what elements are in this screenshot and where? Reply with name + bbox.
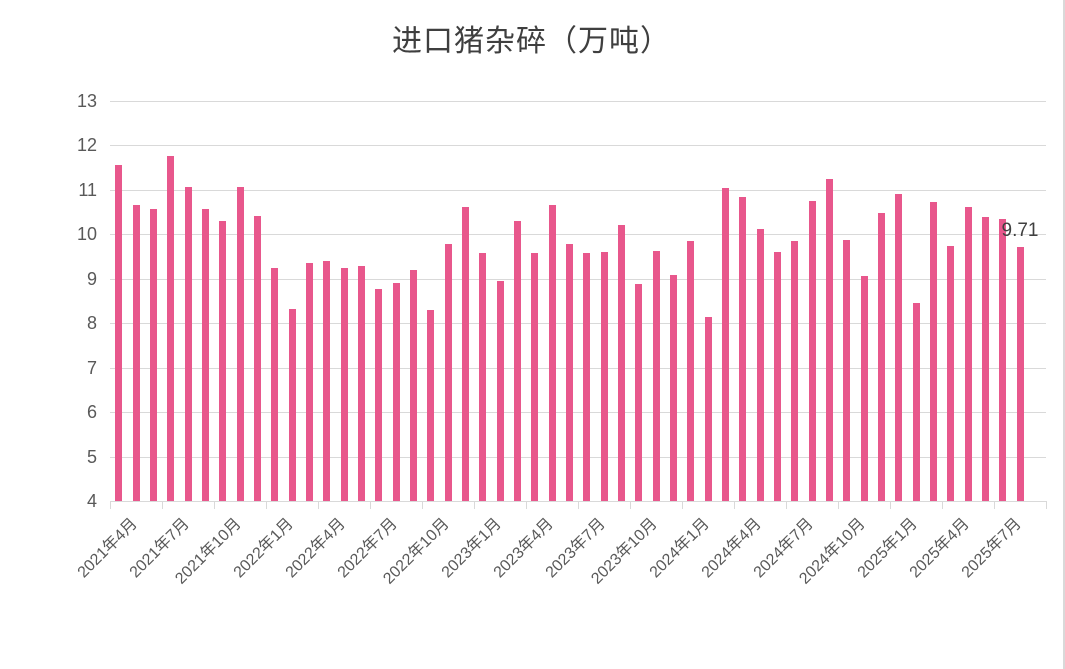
y-axis-tick-label: 5 <box>86 446 97 467</box>
bar <box>981 216 989 501</box>
bar <box>184 186 192 501</box>
bar <box>340 268 348 501</box>
x-axis-tick <box>318 501 319 509</box>
bar <box>392 283 400 501</box>
bar <box>132 205 140 501</box>
x-axis-tick <box>994 501 995 509</box>
bar <box>669 275 677 501</box>
y-axis-tick-label: 13 <box>76 91 97 111</box>
bar <box>808 201 816 501</box>
y-axis-tick-label: 9 <box>86 268 97 289</box>
bar <box>201 209 209 501</box>
gridline <box>110 101 1046 102</box>
bar <box>115 165 123 501</box>
x-axis-tick <box>630 501 631 509</box>
x-axis-tick <box>370 501 371 509</box>
bar <box>167 156 175 501</box>
bar <box>964 207 972 501</box>
x-axis-tick <box>786 501 787 509</box>
bar <box>236 187 244 501</box>
x-axis-tick <box>838 501 839 509</box>
bar <box>496 281 504 501</box>
x-axis-tick <box>1046 501 1047 509</box>
bar <box>583 253 591 501</box>
bar <box>288 308 296 501</box>
bar <box>652 251 660 501</box>
gridline <box>110 145 1046 147</box>
x-axis-tick <box>474 501 475 509</box>
bar <box>687 241 695 501</box>
gridline <box>110 278 1046 280</box>
x-axis-tick <box>890 501 891 509</box>
bar <box>617 224 625 501</box>
y-axis-tick-label: 6 <box>86 402 97 423</box>
bar <box>427 309 435 501</box>
x-axis-tick <box>266 501 267 509</box>
bar <box>825 178 833 501</box>
y-axis-tick-label: 7 <box>86 357 97 378</box>
bar <box>531 253 539 501</box>
gridline <box>110 323 1046 325</box>
x-axis-tick <box>734 501 735 509</box>
bar <box>375 288 383 501</box>
bar <box>756 229 764 501</box>
bar <box>513 220 521 501</box>
bar <box>877 213 885 501</box>
y-axis-tick-label: 4 <box>86 491 97 511</box>
x-axis-tick <box>526 501 527 509</box>
bar <box>791 241 799 501</box>
bar <box>548 205 556 501</box>
bar <box>895 194 903 501</box>
chart-title: 进口猪杂碎（万吨） <box>392 24 671 59</box>
bar <box>1016 247 1024 501</box>
gridline <box>110 412 1046 414</box>
gridline <box>110 367 1046 369</box>
y-axis-tick-label: 10 <box>76 224 97 245</box>
bar <box>271 267 279 501</box>
bar <box>843 240 851 501</box>
bar <box>479 252 487 501</box>
bar <box>912 303 920 501</box>
bar <box>323 261 331 501</box>
bar <box>635 283 643 501</box>
bar <box>739 197 747 501</box>
gridline <box>110 234 1046 236</box>
y-axis-tick-label: 8 <box>86 313 97 334</box>
bar <box>860 276 868 501</box>
bar <box>999 218 1007 501</box>
y-axis-tick-label: 11 <box>78 179 97 200</box>
bar <box>721 187 729 501</box>
bar <box>600 252 608 501</box>
bar <box>219 220 227 501</box>
x-axis-tick <box>578 501 579 509</box>
bar <box>704 317 712 501</box>
bar <box>773 252 781 501</box>
x-axis-tick <box>942 501 943 509</box>
x-axis-tick <box>422 501 423 509</box>
bar <box>444 243 452 501</box>
bar <box>253 215 261 501</box>
bar <box>409 269 417 501</box>
bar <box>461 207 469 501</box>
gridline <box>110 189 1046 191</box>
plot-area: 4 5 6 7 8 9 10 11 12 13 2021年4月 2021年7月 2021年10月 2022… <box>75 91 1047 588</box>
x-axis-tick <box>682 501 683 509</box>
bar <box>565 243 573 501</box>
data-label: 9.71 <box>1001 220 1039 242</box>
bar <box>947 245 955 501</box>
bar <box>929 201 937 501</box>
x-axis-tick <box>214 501 215 509</box>
bar <box>357 265 365 501</box>
x-axis-tick <box>162 501 163 509</box>
gridline <box>110 456 1046 458</box>
bar <box>149 209 157 501</box>
y-axis-tick-label: 12 <box>76 135 97 156</box>
bar <box>305 263 313 501</box>
x-axis-tick <box>110 501 111 509</box>
